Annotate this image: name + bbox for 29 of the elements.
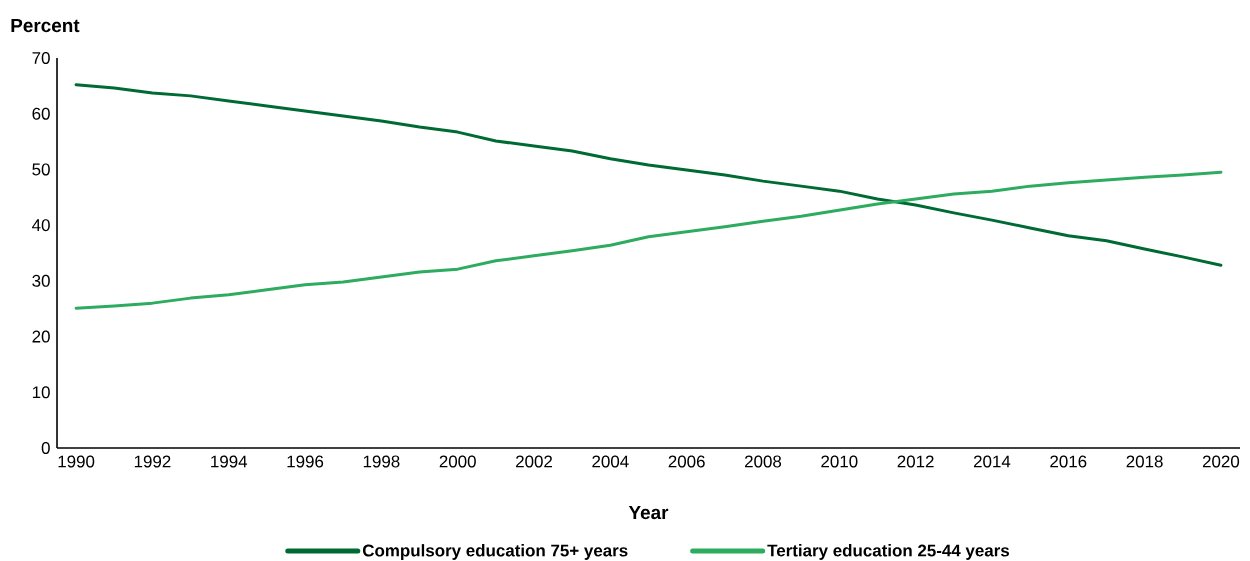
- x-tick-label: 1992: [134, 455, 171, 468]
- y-tick-label: 10: [32, 386, 50, 399]
- y-tick-label: 40: [32, 219, 50, 232]
- x-tick-label: 2000: [439, 455, 476, 468]
- y-tick-label: 30: [32, 274, 50, 287]
- x-tick-label: 2016: [1050, 455, 1087, 468]
- x-axis-title: Year: [628, 505, 669, 520]
- y-tick-label: 0: [41, 441, 50, 454]
- y-tick-label: 60: [32, 107, 50, 120]
- line-series: [74, 83, 1223, 267]
- x-tick-label: 2006: [668, 455, 705, 468]
- x-tick-label: 2004: [592, 455, 629, 468]
- x-tick-label: 2020: [1202, 455, 1240, 468]
- y-axis-title: Percent: [11, 18, 80, 33]
- x-tick-label: 2010: [821, 455, 858, 468]
- x-tick-label: 2018: [1126, 455, 1163, 468]
- y-tick-label: 70: [32, 51, 50, 64]
- x-tick-label: 1996: [287, 455, 324, 468]
- legend-label: Compulsory education 75+ years: [362, 544, 628, 560]
- legend-label: Tertiary education 25-44 years: [767, 544, 1009, 560]
- y-tick-label: 50: [32, 163, 50, 176]
- x-tick-label: 2002: [516, 455, 552, 468]
- x-tick-label: 2008: [745, 455, 782, 468]
- x-tick-label: 2012: [897, 455, 934, 468]
- x-tick-label: 1998: [363, 455, 400, 468]
- x-tick-label: 1994: [211, 455, 248, 468]
- x-tick-label: 2014: [973, 455, 1011, 468]
- x-tick-label: 1990: [58, 455, 95, 468]
- y-tick-label: 20: [32, 330, 50, 343]
